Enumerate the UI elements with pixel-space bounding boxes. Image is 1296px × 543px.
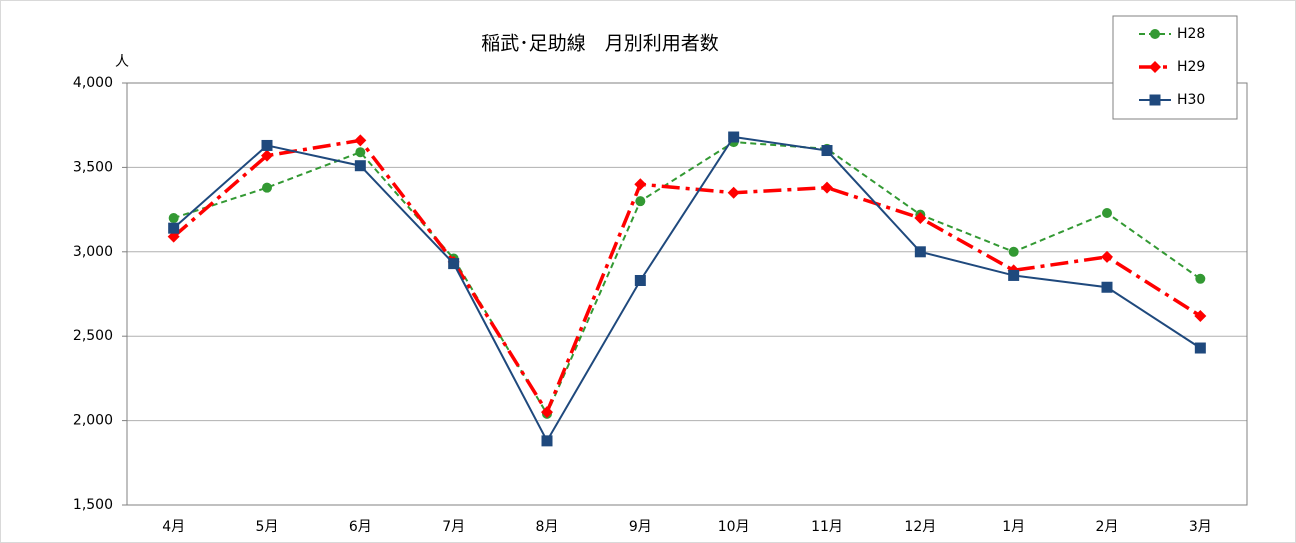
x-tick-label: 2月 xyxy=(1096,519,1119,535)
data-point xyxy=(821,181,833,194)
data-point xyxy=(634,178,647,191)
data-point xyxy=(261,139,273,151)
y-axis-label: 人 xyxy=(115,54,129,70)
data-point xyxy=(541,435,553,447)
data-point xyxy=(168,213,179,224)
data-point xyxy=(355,147,366,158)
legend-label: H29 xyxy=(1177,59,1205,75)
data-point xyxy=(727,186,740,199)
x-tick-label: 10月 xyxy=(718,519,750,535)
legend-marker xyxy=(1149,94,1161,106)
legend-marker xyxy=(1149,61,1161,73)
legend-marker xyxy=(1150,29,1160,39)
data-point xyxy=(1102,207,1112,218)
data-point xyxy=(634,274,646,286)
x-tick-label: 8月 xyxy=(536,519,559,535)
x-tick-label: 6月 xyxy=(349,519,372,535)
data-point xyxy=(1101,250,1113,263)
data-point xyxy=(635,196,646,207)
data-point xyxy=(1101,281,1113,293)
legend-label: H30 xyxy=(1177,92,1205,108)
y-tick-label: 2,000 xyxy=(73,413,113,429)
x-tick-label: 7月 xyxy=(442,519,465,535)
data-point xyxy=(168,222,180,234)
data-point xyxy=(261,149,273,162)
series-line xyxy=(172,138,1202,416)
data-point xyxy=(541,406,553,419)
y-tick-label: 4,000 xyxy=(73,75,113,91)
data-point xyxy=(914,246,926,258)
x-tick-label: 3月 xyxy=(1189,519,1212,535)
plot-border xyxy=(126,82,1248,506)
y-tick-label: 1,500 xyxy=(73,497,113,513)
data-point xyxy=(354,160,366,172)
series-line xyxy=(173,135,1201,443)
series-line xyxy=(173,141,1201,417)
legend-label: H28 xyxy=(1177,26,1205,42)
data-point xyxy=(262,182,272,193)
legend-box xyxy=(1112,15,1238,120)
data-point xyxy=(821,145,833,157)
x-tick-label: 5月 xyxy=(256,519,279,535)
data-point xyxy=(354,134,367,147)
x-tick-label: 12月 xyxy=(904,519,936,535)
y-tick-label: 3,000 xyxy=(73,244,113,260)
chart-title: 稲武･足助線 月別利用者数 xyxy=(481,33,719,55)
data-point xyxy=(1195,273,1206,284)
x-tick-label: 11月 xyxy=(811,519,843,535)
x-tick-label: 9月 xyxy=(629,519,652,535)
data-point xyxy=(1008,269,1020,281)
legend: H28 H29 H30 xyxy=(1112,15,1238,120)
x-tick-label: 1月 xyxy=(1002,519,1025,535)
data-point xyxy=(914,212,927,225)
data-point xyxy=(728,131,740,143)
y-tick-label: 3,500 xyxy=(73,159,113,175)
data-point xyxy=(448,258,460,270)
y-tick-label: 2,500 xyxy=(73,328,113,344)
x-tick-label: 4月 xyxy=(162,519,185,535)
data-point xyxy=(1194,309,1207,322)
data-point xyxy=(1008,246,1019,257)
data-point xyxy=(1194,342,1206,354)
